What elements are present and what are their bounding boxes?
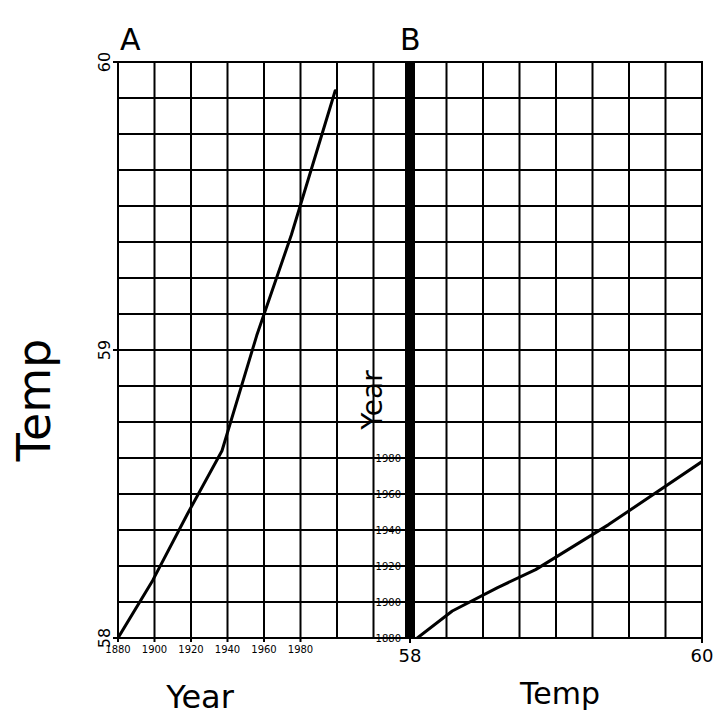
x-axis-title: Year: [165, 678, 235, 716]
x-tick: [227, 638, 229, 642]
plot-frame: [410, 62, 702, 638]
plot-area: [118, 91, 335, 638]
y-tick-label: 1880: [376, 633, 401, 644]
data-line: [118, 91, 335, 638]
y-tick-label: 1960: [376, 489, 401, 500]
y-tick-label: 1900: [376, 597, 401, 608]
x-tick-label: 1900: [142, 644, 167, 655]
x-tick: [190, 638, 192, 642]
x-tick-label: 1920: [178, 644, 203, 655]
plot-area: [417, 462, 702, 638]
y-axis-title: Temp: [7, 339, 61, 463]
y-tick-label: 1980: [376, 453, 401, 464]
y-axis-title: Year: [356, 370, 389, 431]
x-tick-label: 58: [399, 645, 422, 666]
y-tick: [402, 565, 410, 567]
paper-line: [118, 565, 702, 567]
paper-line: [118, 493, 702, 495]
y-tick-label: 59: [95, 340, 114, 360]
y-tick-label: 60: [95, 52, 114, 72]
chart-canvas: A 58 59 60 1880 1900 1920 1940 1960 1980 Temp Year B…: [0, 0, 722, 726]
graph-paper: [118, 62, 702, 638]
x-tick-label: 60: [691, 645, 714, 666]
x-tick-label: 1960: [251, 644, 276, 655]
x-axis-title: Temp: [519, 676, 600, 711]
y-tick-label: 1940: [376, 525, 401, 536]
y-tick: [402, 493, 410, 495]
paper-line: [409, 62, 411, 638]
panel-letter: B: [400, 22, 421, 57]
y-tick: [402, 637, 410, 639]
y-tick: [402, 457, 410, 459]
x-tick: [263, 638, 265, 642]
panel-letter: A: [120, 22, 141, 57]
x-tick: [117, 638, 119, 642]
plot-frame: [118, 62, 410, 638]
y-axis-line: [405, 62, 415, 638]
x-tick-label: 1980: [288, 644, 313, 655]
x-tick: [701, 638, 703, 643]
x-tick: [409, 638, 411, 643]
paper-line: [118, 529, 702, 531]
x-tick-label: 1880: [105, 644, 130, 655]
x-tick: [154, 638, 156, 642]
paper-line: [118, 601, 702, 603]
y-tick: [402, 601, 410, 603]
y-tick-label: 1920: [376, 561, 401, 572]
data-line: [417, 462, 702, 638]
y-tick: [402, 529, 410, 531]
paper-line: [118, 457, 702, 459]
x-tick-label: 1940: [215, 644, 240, 655]
x-tick: [300, 638, 302, 642]
